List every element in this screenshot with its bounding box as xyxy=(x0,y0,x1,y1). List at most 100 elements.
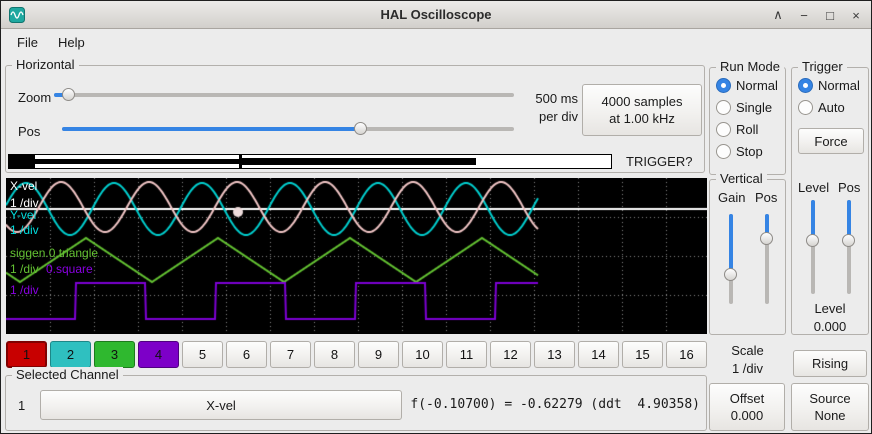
radio-icon xyxy=(798,100,813,115)
radio-icon xyxy=(716,78,731,93)
scope-label-xvel-div: 1 /div xyxy=(10,196,39,210)
channel-button-row: 1 2 3 4 5 6 7 8 9 10 11 12 13 14 15 16 xyxy=(6,341,707,369)
scope-canvas xyxy=(6,178,707,334)
trigger-level-slider-track[interactable] xyxy=(811,200,815,294)
trigger-auto[interactable]: Auto xyxy=(798,100,845,115)
shade-icon[interactable]: ∧ xyxy=(773,7,783,22)
trigger-level-caption: Level xyxy=(814,301,846,316)
scale-label: Scale xyxy=(731,343,764,358)
scope-label-triangle-div: 1 /div xyxy=(10,262,39,276)
record-overview-bar xyxy=(8,154,612,169)
hpos-slider[interactable] xyxy=(62,122,514,136)
run-mode-roll-label: Roll xyxy=(736,122,759,137)
radio-icon xyxy=(716,100,731,115)
run-mode-stop[interactable]: Stop xyxy=(716,144,763,159)
hpos-slider-fill xyxy=(62,127,361,131)
trigger-hint-label: TRIGGER? xyxy=(626,154,693,169)
vertical-pos-slider-handle[interactable] xyxy=(760,232,773,246)
offset-value: 0.000 xyxy=(730,408,764,423)
trigger-pos-label: Pos xyxy=(838,180,861,195)
channel-button-13[interactable]: 13 xyxy=(534,341,575,368)
hpos-slider-handle[interactable] xyxy=(354,122,368,135)
scope-label-square-div: 1 /div xyxy=(10,283,39,297)
channel-button-3[interactable]: 3 xyxy=(94,341,135,368)
pos-label: Pos xyxy=(18,124,41,139)
radio-icon xyxy=(716,122,731,137)
scope-label-yvel: Y-vel xyxy=(10,208,37,222)
channel-button-2[interactable]: 2 xyxy=(50,341,91,368)
scope-label-square: 0.square xyxy=(46,262,93,276)
channel-button-16[interactable]: 16 xyxy=(666,341,707,368)
run-mode-single[interactable]: Single xyxy=(716,100,772,115)
scope-label-triangle: siggen.0.triangle xyxy=(10,246,99,260)
trigger-group-title: Trigger xyxy=(798,59,847,74)
trigger-level-slider[interactable] xyxy=(806,200,820,294)
trigger-level-slider-handle[interactable] xyxy=(806,234,819,248)
trigger-normal[interactable]: Normal xyxy=(798,78,860,93)
trigger-source-value: None xyxy=(814,408,846,423)
timebase-value: 500 ms xyxy=(535,91,578,106)
channel-button-8[interactable]: 8 xyxy=(314,341,355,368)
channel-button-10[interactable]: 10 xyxy=(402,341,443,368)
scale-value: 1 /div xyxy=(731,361,764,376)
channel-button-11[interactable]: 11 xyxy=(446,341,487,368)
trigger-level-readout: Level 0.000 xyxy=(792,300,868,336)
run-mode-stop-label: Stop xyxy=(736,144,763,159)
vertical-group: Vertical Gain Pos xyxy=(709,171,786,335)
close-icon[interactable]: × xyxy=(852,7,860,23)
vertical-pos-slider-track[interactable] xyxy=(765,214,769,304)
vertical-pos-slider-fill xyxy=(765,214,769,239)
channel-button-5[interactable]: 5 xyxy=(182,341,223,368)
scale-readout: Scale 1 /div xyxy=(709,342,786,378)
zoom-slider-handle[interactable] xyxy=(61,88,75,101)
menu-help[interactable]: Help xyxy=(57,34,85,50)
trigger-level-label: Level xyxy=(798,180,830,195)
trigger-pos-slider[interactable] xyxy=(842,200,856,294)
selected-channel-title: Selected Channel xyxy=(12,367,123,382)
selected-channel-group: Selected Channel 1 X-vel f(-0.10700) = -… xyxy=(5,367,707,431)
channel-value-readout: f(-0.10700) = -0.62279 (ddt 4.90358) xyxy=(410,397,700,412)
trigger-pos-slider-track[interactable] xyxy=(847,200,851,294)
minimize-icon[interactable]: − xyxy=(800,7,808,23)
horizontal-group: Horizontal Zoom 500 ms per div 4000 samp… xyxy=(5,57,705,173)
trigger-pos-slider-handle[interactable] xyxy=(842,234,855,248)
vertical-group-title: Vertical xyxy=(716,171,767,186)
run-mode-normal[interactable]: Normal xyxy=(716,78,778,93)
samples-count: 4000 samples xyxy=(601,94,683,109)
app-icon xyxy=(9,7,25,23)
radio-icon xyxy=(798,78,813,93)
offset-button[interactable]: Offset 0.000 xyxy=(709,383,785,431)
channel-button-14[interactable]: 14 xyxy=(578,341,619,368)
menu-file[interactable]: File xyxy=(17,34,38,50)
channel-button-4[interactable]: 4 xyxy=(138,341,179,368)
trigger-level-value: 0.000 xyxy=(813,319,847,334)
selected-signal-button[interactable]: X-vel xyxy=(40,390,402,420)
channel-button-7[interactable]: 7 xyxy=(270,341,311,368)
channel-button-6[interactable]: 6 xyxy=(226,341,267,368)
scope-label-xvel: X-vel xyxy=(10,179,38,193)
zoom-slider[interactable] xyxy=(54,88,514,102)
radio-icon xyxy=(716,144,731,159)
overview-trigger-marker xyxy=(239,155,242,168)
channel-button-15[interactable]: 15 xyxy=(622,341,663,368)
channel-button-9[interactable]: 9 xyxy=(358,341,399,368)
gain-slider-handle[interactable] xyxy=(724,268,737,282)
run-mode-roll[interactable]: Roll xyxy=(716,122,758,137)
trigger-source-label: Source xyxy=(809,391,851,406)
edge-button[interactable]: Rising xyxy=(793,350,867,377)
gain-slider[interactable] xyxy=(724,214,738,304)
overview-record-band xyxy=(35,159,239,164)
maximize-icon[interactable]: □ xyxy=(826,7,834,23)
zoom-slider-track[interactable] xyxy=(54,93,514,97)
vertical-pos-slider[interactable] xyxy=(760,214,774,304)
samples-button[interactable]: 4000 samples at 1.00 kHz xyxy=(582,84,702,136)
force-button[interactable]: Force xyxy=(798,128,864,154)
gain-label: Gain xyxy=(718,190,746,205)
trigger-source-button[interactable]: Source None xyxy=(791,383,869,431)
channel-button-12[interactable]: 12 xyxy=(490,341,531,368)
window-title: HAL Oscilloscope xyxy=(380,7,492,22)
window-controls: ∧ − □ × xyxy=(771,1,863,29)
channel-button-1[interactable]: 1 xyxy=(6,341,47,368)
trigger-normal-label: Normal xyxy=(818,78,860,93)
